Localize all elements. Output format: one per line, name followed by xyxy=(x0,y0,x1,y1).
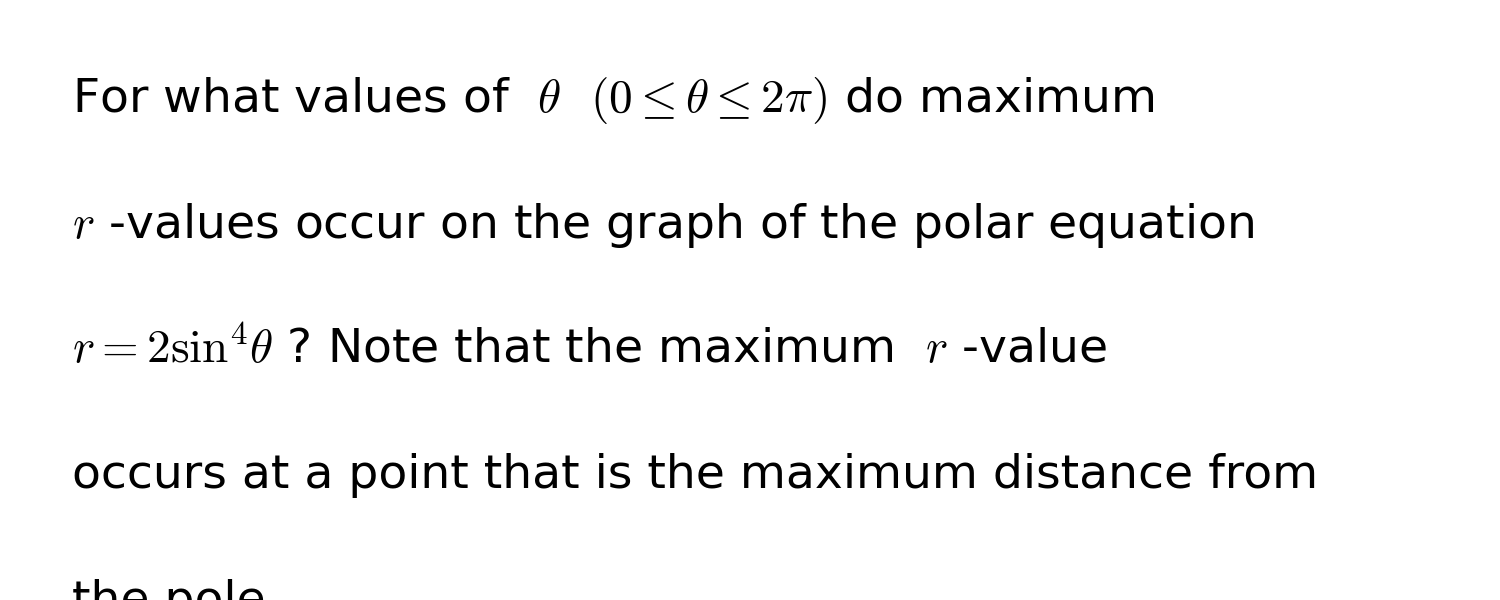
Text: the pole.: the pole. xyxy=(72,579,280,600)
Text: $r$ -values occur on the graph of the polar equation: $r$ -values occur on the graph of the po… xyxy=(72,201,1254,250)
Text: $r = 2\sin^{4}\!\theta$ ? Note that the maximum  $r$ -value: $r = 2\sin^{4}\!\theta$ ? Note that the … xyxy=(72,327,1107,373)
Text: occurs at a point that is the maximum distance from: occurs at a point that is the maximum di… xyxy=(72,453,1318,498)
Text: For what values of  $\theta$  $( 0 \leq \theta \leq 2\pi )$ do maximum: For what values of $\theta$ $( 0 \leq \t… xyxy=(72,75,1155,126)
